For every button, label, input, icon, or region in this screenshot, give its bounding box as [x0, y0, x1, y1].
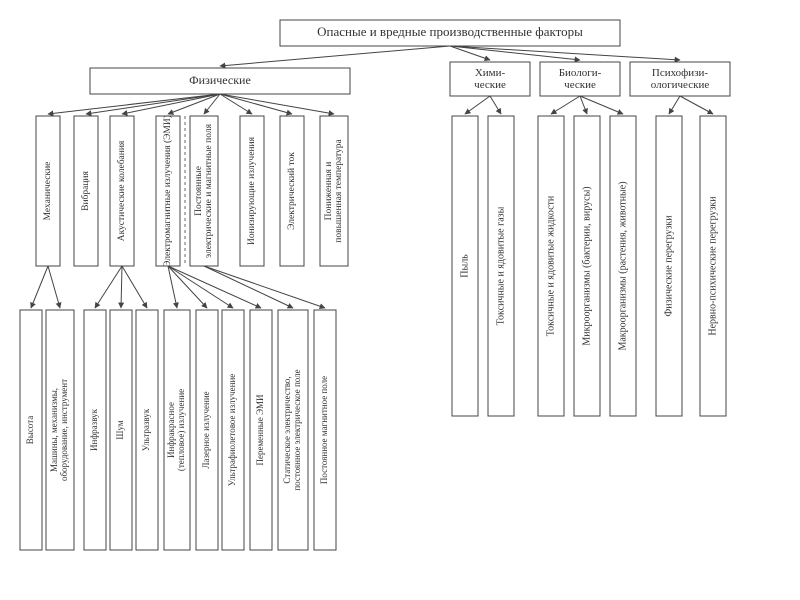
connector [220, 94, 292, 114]
node-label: Физические [189, 73, 251, 87]
connector [490, 96, 501, 114]
connector [86, 94, 220, 114]
node-label: Ионизирующие излучения [247, 136, 257, 245]
node-label: Ультразвук [141, 408, 151, 451]
connector [168, 266, 177, 308]
node-label: Токсичные и ядовитые газы [495, 206, 506, 325]
node-label: Токсичные и ядовитые жидкости [545, 195, 556, 336]
node-label: Микроорганизмы (бактерии, вирусы) [581, 186, 592, 345]
connector [31, 266, 48, 308]
node-label: Ультрафиолетовое излучение [227, 374, 237, 487]
connector [680, 96, 713, 114]
connector [48, 266, 60, 308]
node-label: Электрический ток [286, 152, 297, 230]
connector [168, 266, 261, 308]
node-label: Шум [115, 420, 125, 439]
connector [220, 94, 334, 114]
node-label: Биологи-ческие [559, 66, 602, 90]
connector [551, 96, 580, 114]
connector [669, 96, 680, 114]
node-label: Нервно-психические перегрузки [707, 196, 718, 336]
node-label: Акустические колебания [116, 140, 127, 241]
node-label: Инфразвук [89, 408, 99, 451]
connector [465, 96, 490, 114]
node-label: Механические [43, 162, 53, 221]
node-label: Опасные и вредные производственные факто… [317, 24, 583, 39]
node-label: Физические перегрузки [663, 215, 674, 317]
node-label: Электромагнитные излучения (ЭМИ) [162, 115, 173, 267]
connector [121, 266, 122, 308]
connector [122, 266, 147, 308]
node-label: Пыль [459, 254, 470, 278]
node-label: Статическое электричество,постоянное эле… [282, 369, 302, 490]
connector [204, 266, 293, 308]
connector [204, 266, 325, 308]
node-label: Постоянное магнитное поле [319, 376, 329, 484]
connector [95, 266, 122, 308]
node-label: Вибрация [80, 170, 91, 210]
node-label: Машины, механизмы,оборудование, инструме… [49, 379, 69, 481]
node-label: Макроорганизмы (растения, животные) [617, 181, 628, 350]
connector [220, 46, 450, 66]
node-label: Высота [25, 416, 35, 444]
node-label: Переменные ЭМИ [255, 394, 265, 466]
node-label: Хими-ческие [474, 66, 506, 90]
node-label: Лазерное излучение [201, 391, 211, 468]
node-label: Психофизи-ологические [651, 66, 710, 90]
